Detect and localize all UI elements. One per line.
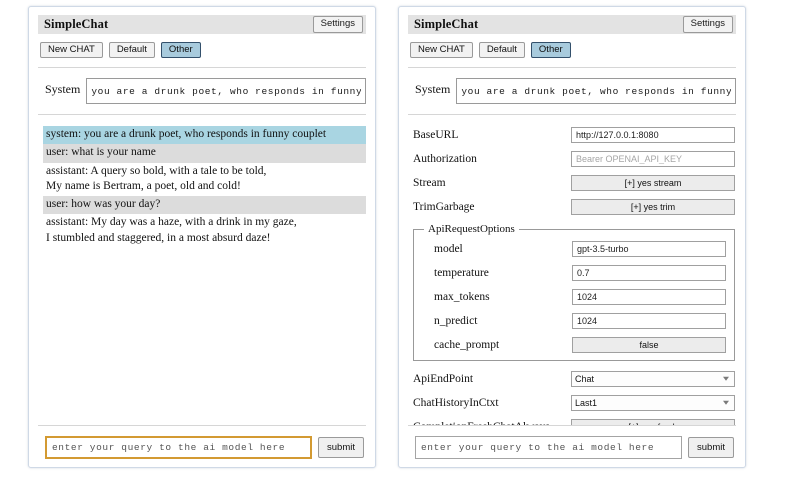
apiendpoint-label: ApiEndPoint <box>413 372 474 385</box>
tab-other-right[interactable]: Other <box>530 41 571 59</box>
query-input-right[interactable] <box>415 436 683 459</box>
authorization-input[interactable] <box>571 150 735 167</box>
titlebar-left: SimpleChat Settings <box>38 15 366 34</box>
tab-new-chat[interactable]: New CHAT <box>40 41 103 59</box>
n-predict-input[interactable] <box>572 312 726 329</box>
chevron-down-icon-2 <box>723 400 729 405</box>
system-prompt-label-right: System <box>415 82 451 96</box>
divider-below-system-left <box>38 114 366 115</box>
system-prompt-row: System <box>45 78 366 104</box>
authorization-label: Authorization <box>413 152 477 165</box>
baseurl-input[interactable] <box>571 126 735 143</box>
model-label: model <box>434 242 463 255</box>
setting-row-apiendpoint: ApiEndPoint Chat <box>413 368 735 389</box>
chat-message-user-1: user: what is your name <box>43 144 366 163</box>
setting-row-trimgarbage: TrimGarbage [+] yes trim <box>413 196 735 217</box>
max-tokens-input[interactable] <box>572 288 726 305</box>
chathistoryinctxt-select[interactable]: Last1 <box>571 394 735 411</box>
setting-row-chathistoryinctxt: ChatHistoryInCtxt Last1 <box>413 392 735 413</box>
cache-prompt-label: cache_prompt <box>434 338 500 351</box>
divider-top-right <box>408 67 736 68</box>
submit-button[interactable]: submit <box>318 436 364 459</box>
divider-footer-right <box>408 425 736 426</box>
setting-row-temperature: temperature <box>422 262 726 283</box>
setting-row-n-predict: n_predict <box>422 310 726 331</box>
divider-footer-left <box>38 425 366 426</box>
temperature-input[interactable] <box>572 264 726 281</box>
cache-prompt-toggle[interactable]: false <box>572 336 726 353</box>
titlebar-right: SimpleChat Settings <box>408 15 736 34</box>
chat-panel: SimpleChat Settings New CHAT Default Oth… <box>28 6 376 468</box>
system-prompt-input[interactable] <box>86 78 366 104</box>
tabbar-left: New CHAT Default Other <box>40 41 366 59</box>
baseurl-label: BaseURL <box>413 128 459 141</box>
query-row-left: submit <box>45 436 364 459</box>
tabbar-right: New CHAT Default Other <box>410 41 736 59</box>
tab-default[interactable]: Default <box>108 41 155 59</box>
setting-row-authorization: Authorization <box>413 148 735 169</box>
completionfreshchatalways-label: CompletionFreshChatAlways <box>413 421 571 426</box>
system-prompt-input-right[interactable] <box>456 78 736 104</box>
model-input[interactable] <box>572 240 726 257</box>
setting-row-completionfreshchatalways: CompletionFreshChatAlways [+] yes fresh <box>413 416 735 425</box>
chat-log: system: you are a drunk poet, who respon… <box>43 126 366 425</box>
temperature-label: temperature <box>434 266 489 279</box>
settings-button-right[interactable]: Settings <box>682 16 733 33</box>
settings-panel: SimpleChat Settings New CHAT Default Oth… <box>398 6 746 468</box>
setting-row-baseurl: BaseURL <box>413 124 735 145</box>
chevron-down-icon <box>723 376 729 381</box>
max-tokens-label: max_tokens <box>434 290 490 303</box>
chathistoryinctxt-label: ChatHistoryInCtxt <box>413 396 499 409</box>
chat-message-user-2: user: how was your day? <box>43 196 366 215</box>
settings-list: BaseURL Authorization Stream [+] yes str… <box>413 124 735 425</box>
stream-toggle[interactable]: [+] yes stream <box>571 174 735 191</box>
system-prompt-label: System <box>45 82 81 96</box>
submit-button-right[interactable]: submit <box>688 436 734 459</box>
setting-row-max-tokens: max_tokens <box>422 286 726 307</box>
chathistoryinctxt-value: Last1 <box>575 397 598 408</box>
divider-top-left <box>38 67 366 68</box>
setting-row-model: model <box>422 238 726 259</box>
query-input[interactable] <box>45 436 313 459</box>
setting-row-cache-prompt: cache_prompt false <box>422 334 726 355</box>
tab-default-right[interactable]: Default <box>478 41 525 59</box>
apiendpoint-select[interactable]: Chat <box>571 370 735 387</box>
stream-label: Stream <box>413 176 446 189</box>
trimgarbage-label: TrimGarbage <box>413 200 475 213</box>
api-request-options-group: ApiRequestOptions model temperature max_… <box>413 223 735 361</box>
apiendpoint-value: Chat <box>575 373 595 384</box>
page-title-right: SimpleChat <box>414 17 479 31</box>
tab-other[interactable]: Other <box>160 41 201 59</box>
trimgarbage-toggle[interactable]: [+] yes trim <box>571 198 735 215</box>
page-title: SimpleChat <box>44 17 109 31</box>
system-prompt-row-right: System <box>415 78 736 104</box>
setting-row-stream: Stream [+] yes stream <box>413 172 735 193</box>
chat-message-assistant-1: assistant: A query so bold, with a tale … <box>46 164 267 192</box>
divider-below-system-right <box>408 114 736 115</box>
chat-message-assistant-2: assistant: My day was a haze, with a dri… <box>46 216 297 244</box>
completionfreshchatalways-toggle[interactable]: [+] yes fresh <box>571 418 735 425</box>
settings-button[interactable]: Settings <box>312 16 363 33</box>
api-request-options-legend: ApiRequestOptions <box>428 223 515 235</box>
chat-message-system: system: you are a drunk poet, who respon… <box>43 126 366 145</box>
n-predict-label: n_predict <box>434 314 478 327</box>
query-row-right: submit <box>415 436 734 459</box>
tab-new-chat-right[interactable]: New CHAT <box>410 41 473 59</box>
